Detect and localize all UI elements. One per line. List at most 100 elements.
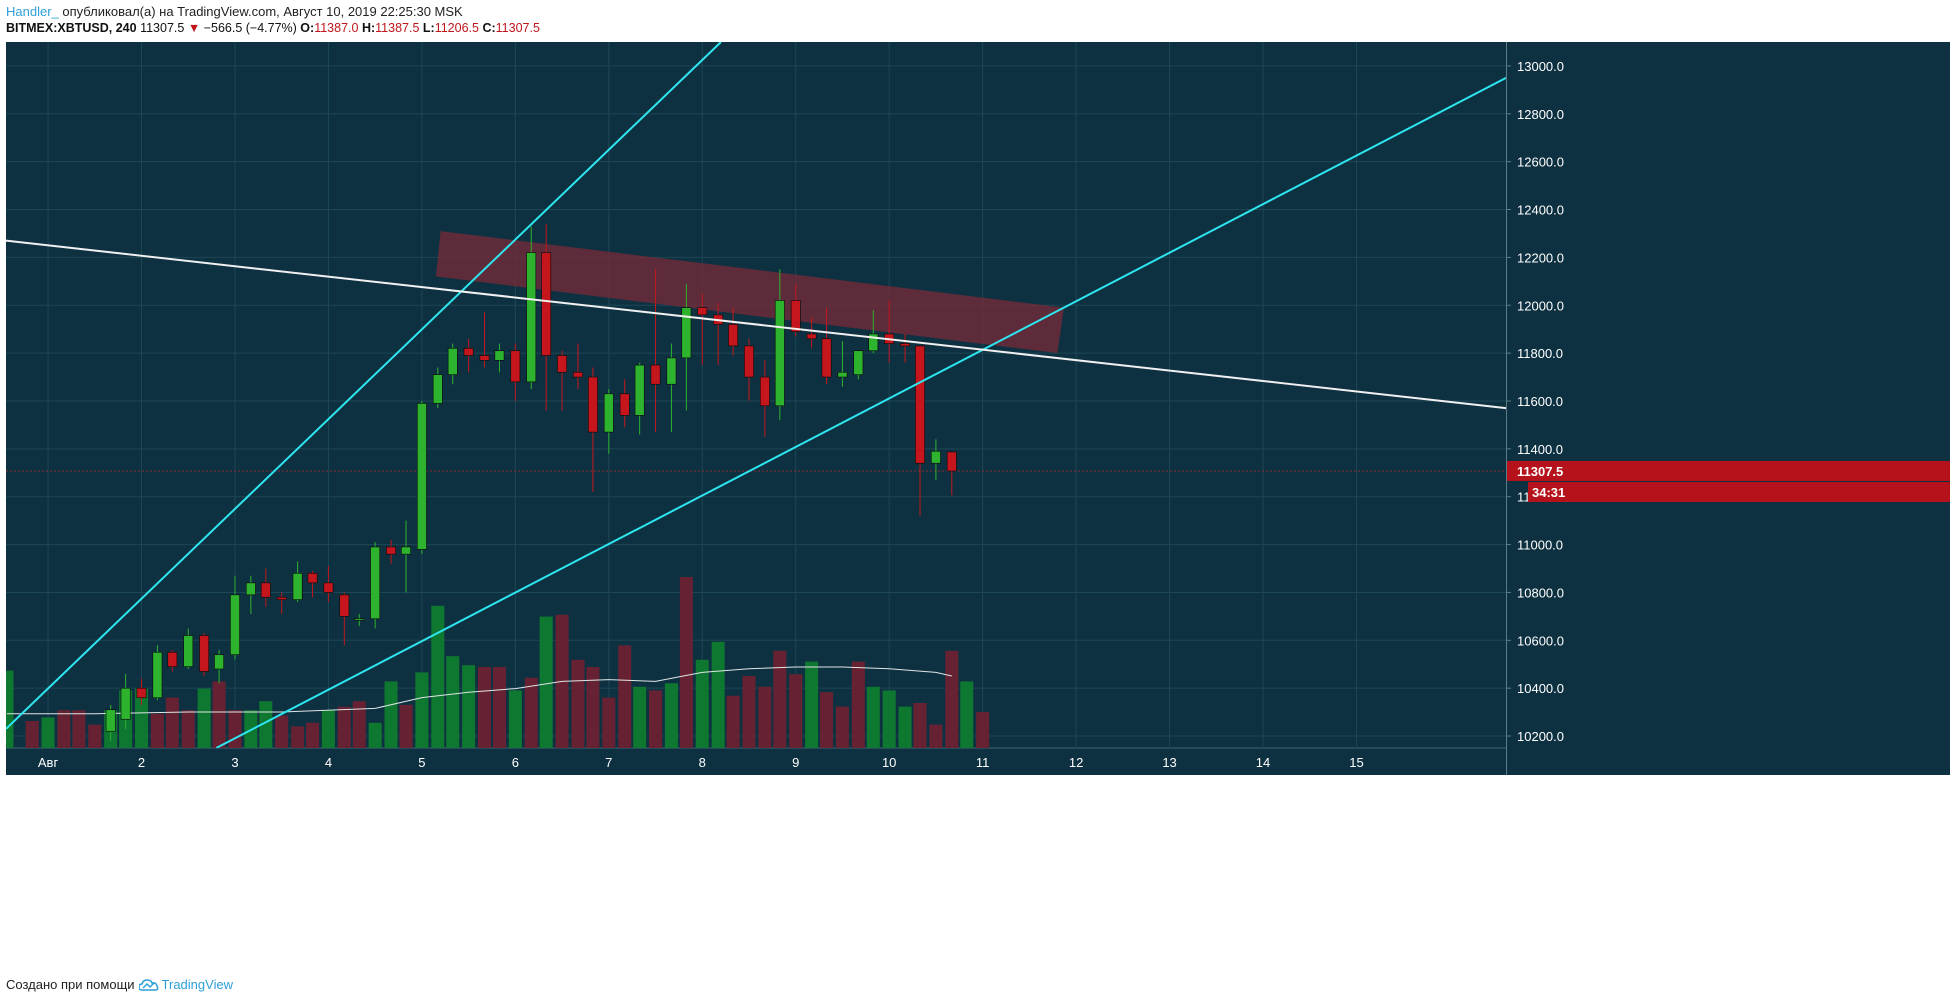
price-chart[interactable]: 13000.0 12800.0 12600.0 12400.0 12200.0 12000… bbox=[6, 42, 1950, 969]
time-axis-strip bbox=[6, 748, 1506, 775]
resistance-zone bbox=[435, 231, 1064, 354]
volume-bar bbox=[649, 690, 663, 748]
countdown-badge-bg bbox=[1528, 481, 1950, 502]
candle-body bbox=[603, 393, 614, 433]
volume-bar bbox=[212, 681, 226, 748]
candle-body bbox=[557, 355, 567, 373]
volume-bar bbox=[6, 670, 14, 748]
published-text: опубликовал(а) на TradingView.com, Авгус… bbox=[62, 4, 463, 19]
candle-body bbox=[245, 582, 256, 596]
tradingview-brand: TradingView bbox=[161, 977, 234, 992]
volume-bar bbox=[150, 713, 164, 748]
volume-bar bbox=[462, 665, 476, 748]
volume-bar bbox=[742, 676, 756, 748]
candle-body bbox=[681, 307, 692, 359]
volume-bar bbox=[679, 577, 693, 748]
candle-body bbox=[479, 355, 490, 361]
tradingview-cloud-icon bbox=[138, 978, 158, 991]
candle-body bbox=[868, 333, 879, 352]
price-tick-label: 10200.0 bbox=[1517, 729, 1564, 744]
volume-bar bbox=[291, 726, 305, 748]
volume-bar bbox=[602, 697, 616, 748]
candle-body bbox=[152, 651, 163, 699]
time-tick-label: 11 bbox=[976, 755, 990, 770]
volume-bar bbox=[960, 681, 974, 748]
volume-bar bbox=[275, 715, 289, 748]
candle-body bbox=[790, 300, 801, 332]
volume-bar bbox=[633, 686, 647, 748]
candle-body bbox=[526, 252, 537, 383]
candle-body bbox=[463, 348, 474, 356]
volume-bar bbox=[228, 710, 242, 748]
tradingview-link[interactable]: TradingView bbox=[138, 977, 234, 992]
candle-body bbox=[432, 374, 443, 404]
current-price-badge: 11307.5 34:31 bbox=[1507, 460, 1950, 502]
volume-bar bbox=[929, 724, 943, 748]
countdown-label: 34:31 bbox=[1532, 485, 1565, 500]
candle-body bbox=[744, 345, 754, 378]
candle-body bbox=[370, 546, 381, 620]
volume-bar bbox=[898, 706, 912, 748]
change-value: −566.5 (−4.77%) bbox=[203, 21, 297, 35]
volume-bar bbox=[805, 661, 819, 748]
volume-bar bbox=[259, 701, 273, 748]
volume-bar bbox=[337, 706, 351, 748]
chart-panel[interactable]: 13000.0 12800.0 12600.0 12400.0 12200.0 12000… bbox=[6, 42, 1950, 969]
volume-bar bbox=[368, 722, 382, 748]
price-axis bbox=[1506, 42, 1950, 775]
candle-body bbox=[697, 307, 708, 316]
price-tick-label: 10400.0 bbox=[1517, 681, 1564, 696]
candle-body bbox=[837, 371, 848, 378]
volume-bar bbox=[882, 690, 896, 748]
volume-moving-average bbox=[6, 666, 952, 715]
author-link[interactable]: Handler_ bbox=[6, 4, 59, 19]
volume-bar bbox=[524, 677, 538, 748]
high-label: H: bbox=[361, 21, 376, 35]
candle-body bbox=[276, 596, 287, 600]
candle-body bbox=[510, 350, 521, 383]
volume-bar bbox=[851, 661, 865, 748]
time-tick-label: 15 bbox=[1349, 755, 1363, 770]
candle-body bbox=[650, 364, 661, 385]
candle-body bbox=[386, 546, 396, 555]
candle-body bbox=[447, 348, 458, 375]
candle-body bbox=[136, 687, 147, 699]
candle-body bbox=[728, 324, 739, 347]
current-price-badge-bg bbox=[1507, 460, 1950, 481]
candle-body bbox=[167, 651, 178, 667]
volume-bar bbox=[492, 667, 506, 748]
candle-body bbox=[354, 618, 365, 621]
candle-body bbox=[323, 582, 334, 593]
volume-bar bbox=[165, 697, 179, 748]
candle-body bbox=[759, 376, 770, 407]
close-value: 11307.5 bbox=[495, 21, 540, 35]
open-value: 11387.0 bbox=[314, 21, 359, 35]
volume-bar bbox=[197, 688, 211, 748]
volume-bar bbox=[25, 721, 39, 748]
price-tick-label: 10800.0 bbox=[1517, 585, 1564, 600]
time-tick-label: 6 bbox=[512, 755, 519, 770]
price-tick-label: 11600.0 bbox=[1517, 394, 1563, 409]
candle-body bbox=[588, 376, 598, 433]
candle-body bbox=[573, 371, 583, 378]
time-tick-label: 5 bbox=[418, 755, 425, 770]
volume-bar bbox=[477, 667, 492, 748]
change-down-icon: ▼ bbox=[187, 21, 201, 35]
open-label: O: bbox=[300, 21, 315, 35]
time-tick-label: 8 bbox=[699, 755, 706, 770]
volume-bar bbox=[758, 686, 772, 748]
time-tick-label: 3 bbox=[231, 755, 238, 770]
volume-bar bbox=[820, 692, 834, 748]
volume-bar bbox=[352, 701, 366, 748]
white-trendline bbox=[6, 239, 1506, 410]
candle-body bbox=[774, 300, 785, 407]
volume-bar bbox=[726, 695, 740, 748]
volume-bar bbox=[571, 659, 585, 748]
candle-body bbox=[292, 572, 303, 600]
symbol-info: BITMEX:XBTUSD, 240 11307.5 ▼ −566.5 (−4.… bbox=[6, 21, 540, 35]
volume-bar bbox=[399, 704, 413, 748]
candle-body bbox=[821, 338, 832, 378]
current-price-label: 11307.5 bbox=[1517, 464, 1563, 479]
cyan-trendline-lower bbox=[215, 77, 1506, 748]
price-tick-label: 12000.0 bbox=[1517, 298, 1564, 313]
